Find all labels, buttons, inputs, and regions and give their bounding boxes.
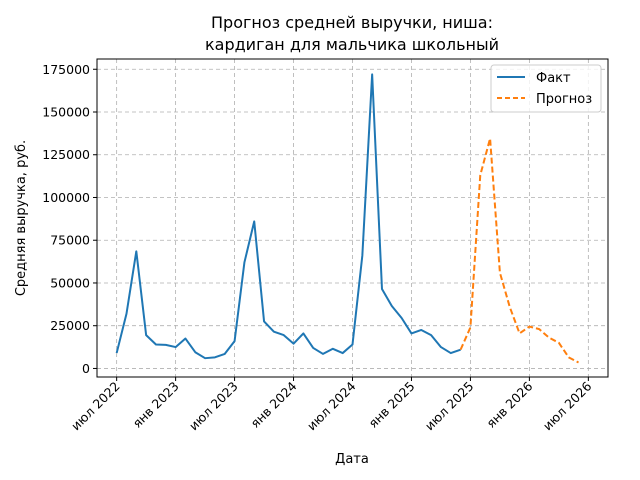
y-axis: 0 25000 50000 75000 100000 125000 150000 175000 bbox=[42, 62, 97, 376]
x-tick-label: янв 2026 bbox=[483, 378, 535, 430]
x-tick-label: июл 2022 bbox=[68, 379, 123, 434]
y-tick-label: 175000 bbox=[42, 62, 90, 77]
series-line-forecast bbox=[459, 137, 579, 364]
x-axis: июл 2022 янв 2023 июл 2023 янв 2024 июл 2024… bbox=[68, 377, 594, 433]
y-tick-label: 125000 bbox=[42, 147, 90, 162]
x-tick-label: июл 2026 bbox=[540, 378, 595, 433]
legend-label-fact: Факт bbox=[536, 71, 571, 86]
y-axis-label: Средняя выручка, руб. bbox=[14, 140, 29, 296]
series-line-fact bbox=[115, 73, 461, 360]
chart-title-line-2: кардиган для мальчика школьный bbox=[205, 35, 499, 54]
series-lines bbox=[115, 73, 579, 364]
y-tick-label: 75000 bbox=[50, 233, 90, 248]
x-axis-label: Дата bbox=[335, 452, 369, 467]
x-tick-label: янв 2023 bbox=[130, 379, 182, 431]
legend: Факт Прогноз bbox=[490, 64, 602, 113]
grid bbox=[97, 59, 608, 377]
y-tick-label: 50000 bbox=[50, 275, 90, 290]
x-tick-label: янв 2024 bbox=[247, 378, 299, 430]
y-tick-label: 0 bbox=[82, 361, 90, 376]
y-tick-label: 100000 bbox=[42, 190, 90, 205]
y-tick-label: 150000 bbox=[42, 105, 90, 120]
chart-title-line-1: Прогноз средней выручки, ниша: bbox=[211, 13, 493, 32]
x-tick-label: июл 2024 bbox=[304, 378, 359, 433]
legend-label-forecast: Прогноз bbox=[536, 92, 592, 107]
x-tick-label: июл 2023 bbox=[186, 379, 241, 434]
y-tick-label: 25000 bbox=[50, 318, 90, 333]
x-tick-label: янв 2025 bbox=[365, 379, 417, 431]
x-tick-label: июл 2025 bbox=[422, 379, 477, 434]
